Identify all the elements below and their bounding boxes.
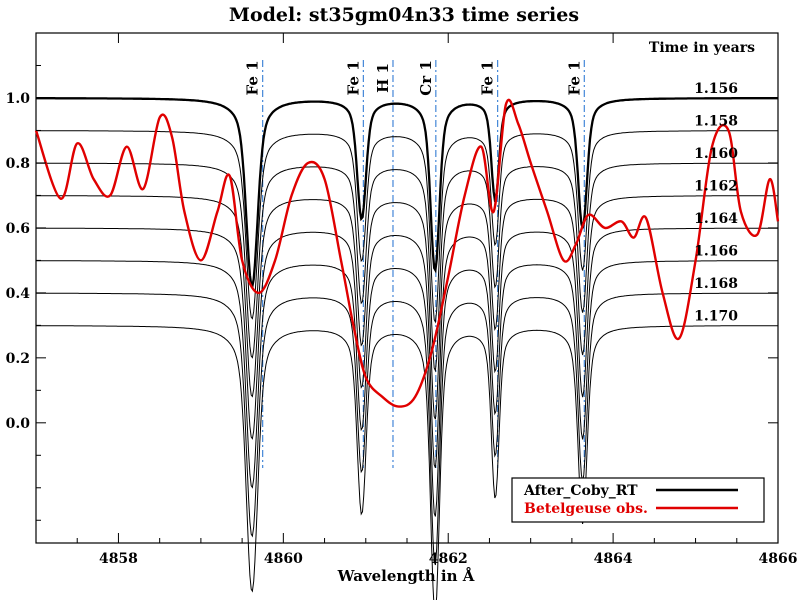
- line-id-label: Fe 1: [344, 60, 362, 95]
- x-tick-label: 4866: [759, 551, 798, 567]
- y-tick-label: 0.0: [6, 416, 31, 432]
- axes: 4858 4860 4862 4864 4866 0.0 0.2 0.4 0.6 0.8 1.0: [6, 33, 798, 567]
- x-tick-label: 4864: [594, 551, 633, 567]
- line-id-label: H 1: [374, 63, 392, 93]
- line-id-label: Fe 1: [479, 60, 497, 95]
- x-tick-label: 4862: [429, 551, 468, 567]
- x-tick-label: 4860: [264, 551, 303, 567]
- id-marker-lines: [262, 60, 585, 468]
- model-line-1.170: [36, 325, 778, 600]
- line-id-label: Fe 1: [244, 60, 262, 95]
- time-label: 1.158: [694, 113, 738, 129]
- line-id-label: Cr 1: [417, 60, 435, 96]
- legend-label: Betelgeuse obs.: [524, 501, 648, 517]
- model-line-1.162: [36, 195, 778, 420]
- line-id-label: Fe 1: [565, 60, 583, 95]
- model-line-1.160: [36, 162, 778, 373]
- time-header: Time in years: [649, 40, 755, 56]
- model-line-1.166: [36, 260, 778, 517]
- x-axis-label: Wavelength in Å: [337, 567, 475, 585]
- legend-label: After_Coby_RT: [523, 483, 638, 499]
- plot-frame: [35, 32, 779, 544]
- observed-spectrum-line: [34, 98, 780, 408]
- y-tick-label: 0.6: [6, 221, 30, 237]
- observed-series-group: [34, 98, 780, 408]
- model-line-1.164: [36, 227, 778, 468]
- model-line-1.168: [36, 292, 778, 566]
- y-tick-label: 0.2: [6, 351, 30, 367]
- y-tick-label: 0.4: [6, 286, 31, 302]
- time-label: 1.170: [694, 308, 738, 324]
- time-label: 1.160: [694, 146, 738, 162]
- line-id-labels: Fe 1 Fe 1 H 1 Cr 1 Fe 1 Fe 1: [244, 60, 584, 96]
- y-tick-label: 0.8: [6, 156, 30, 172]
- time-label: 1.156: [694, 81, 738, 97]
- legend-box: [511, 477, 765, 523]
- time-label: 1.166: [694, 243, 738, 259]
- y-tick-label: 1.0: [6, 91, 31, 107]
- model-line-1.158: [36, 130, 778, 324]
- time-label: 1.164: [694, 211, 738, 227]
- x-tick-label: 4858: [99, 551, 138, 567]
- model-series-group: [36, 97, 778, 600]
- model-line-1.156: [36, 97, 778, 289]
- time-label: 1.162: [694, 178, 738, 194]
- time-label: 1.168: [694, 276, 738, 292]
- chart-title: Model: st35gm04n33 time series: [229, 4, 579, 26]
- legend: After_Coby_RT Betelgeuse obs.: [511, 477, 765, 523]
- time-labels: Time in years 1.156 1.158 1.160 1.162 1.164 1…: [649, 40, 755, 324]
